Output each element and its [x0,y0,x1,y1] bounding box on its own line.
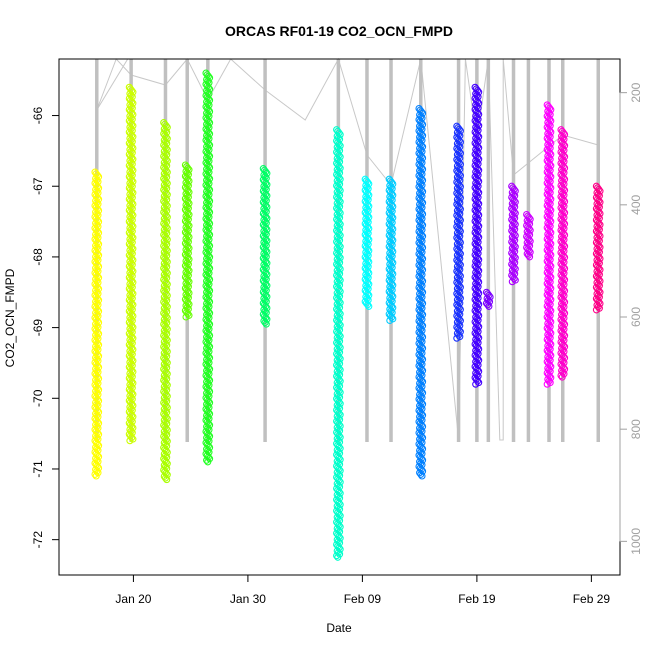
series-13 [482,288,494,310]
secondary-tick-label: 200 [629,82,643,102]
data-point [334,553,342,561]
data-point [163,476,171,484]
data-point [558,373,566,381]
series-3 [160,119,171,484]
series-11 [453,122,464,342]
data-point [453,334,461,342]
series-17 [557,126,569,381]
data-point [203,456,211,464]
secondary-tick-label: 1000 [629,528,643,555]
data-point [524,251,532,259]
y-tick-label: -67 [31,177,45,195]
secondary-y-axis: 200 400 600 800 1000 [619,82,643,555]
data-point [182,313,190,321]
y-tick-label: -72 [31,531,45,549]
data-point [526,253,534,261]
data-point [91,470,99,478]
plot-area [91,57,604,561]
x-tick-label: Feb 29 [573,592,611,606]
chart-title: ORCAS RF01-19 CO2_OCN_FMPD [225,23,453,39]
series-2 [125,83,137,445]
y-tick-label: -71 [31,460,45,478]
secondary-tick-label: 400 [629,194,643,214]
series-7 [333,126,344,561]
series-9 [385,175,397,325]
data-point [543,380,551,388]
x-tick-label: Jan 30 [230,592,266,606]
y-axis-label: CO2_OCN_FMPD [3,268,17,367]
data-point [484,301,492,309]
secondary-tick-label: 800 [629,419,643,439]
series-14 [508,182,519,286]
x-axis-label: Date [326,621,352,635]
x-tick-label: Feb 19 [458,592,496,606]
data-point [126,437,134,445]
x-tick-label: Jan 20 [115,592,151,606]
series-5 [202,69,214,466]
data-point [333,552,341,560]
series-6 [259,165,271,328]
data-point [508,278,516,286]
x-axis: Jan 20 Jan 30 Feb 09 Feb 19 Feb 29 [115,574,611,606]
data-point [472,380,480,388]
series-16 [543,101,555,388]
secondary-tick-label: 600 [629,307,643,327]
data-point [386,316,394,325]
data-point [557,371,565,380]
secondary-trace-line [96,57,599,441]
x-tick-label: Feb 09 [344,592,382,606]
data-point [262,320,270,328]
series-8 [361,175,373,310]
data-point [161,474,170,482]
y-axis: -66 -67 -68 -69 -70 -71 -72 [31,107,60,549]
y-tick-label: -66 [31,107,45,125]
data-point [418,472,426,480]
data-point [204,458,212,466]
series-1 [91,168,103,480]
data-point [261,318,269,327]
y-tick-label: -68 [31,248,45,266]
data-point [92,472,100,480]
series-10 [415,104,427,480]
data-point [485,302,493,310]
data-point [592,306,600,314]
data-point [365,302,373,310]
series-4 [181,161,193,321]
series-18 [592,182,604,314]
y-tick-label: -70 [31,389,45,407]
secondary-trace-group [95,57,600,442]
data-point [364,301,372,309]
series-15 [523,210,534,261]
data-point [417,470,425,478]
series-12 [471,83,483,388]
y-tick-label: -69 [31,319,45,337]
